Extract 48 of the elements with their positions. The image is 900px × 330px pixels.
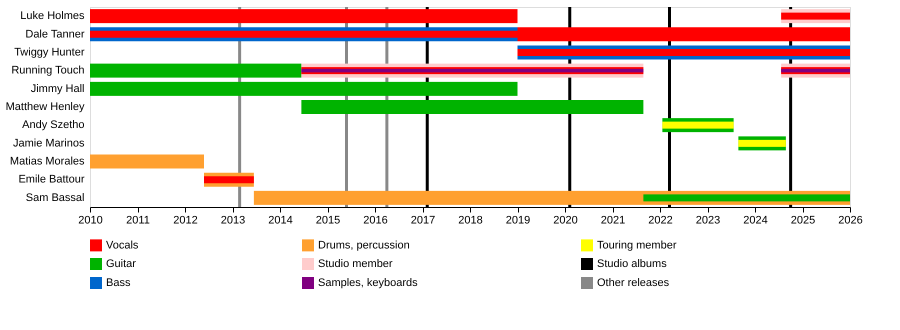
y-tick-label: Twiggy Hunter [14, 46, 85, 58]
bar [204, 176, 254, 184]
x-tick-label: 2016 [363, 214, 388, 226]
bar [662, 122, 734, 129]
x-tick-label: 2018 [458, 214, 483, 226]
x-tick-label: 2013 [220, 214, 246, 226]
x-tick-label: 2023 [696, 214, 720, 226]
x-tick-label: 2026 [838, 214, 863, 226]
x-tick-label: 2025 [790, 214, 816, 226]
x-tick-label: 2017 [410, 214, 436, 226]
y-tick-label: Andy Szetho [22, 119, 84, 132]
legend-label: Studio member [318, 258, 393, 270]
x-tick-label: 2024 [743, 214, 768, 226]
x-tick-label: 2021 [600, 214, 626, 226]
y-tick-label: Luke Holmes [20, 10, 85, 22]
bar [643, 194, 850, 202]
x-tick-label: 2010 [78, 214, 103, 226]
legend-label: Vocals [106, 239, 139, 252]
bar [301, 100, 644, 114]
x-tick-label: 2012 [173, 214, 198, 226]
legend-label: Other releases [597, 277, 670, 289]
y-tick-label: Sam Bassal [26, 192, 84, 204]
x-tick-label: 2015 [316, 214, 340, 226]
x-tick-label: 2011 [126, 214, 150, 226]
x-tick-label: 2022 [648, 214, 673, 226]
legend-label: Touring member [597, 239, 677, 252]
legend-label: Bass [106, 277, 131, 289]
y-tick-label: Running Touch [11, 64, 84, 77]
bar [90, 82, 518, 96]
y-tick-label: Jimmy Hall [30, 82, 84, 95]
bar [518, 48, 850, 56]
x-tick-label: 2019 [506, 214, 530, 226]
x-tick-label: 2014 [268, 214, 293, 226]
legend-label: Guitar [106, 258, 136, 270]
bar [90, 64, 302, 78]
x-tick-label: 2020 [553, 214, 578, 226]
y-tick-label: Jamie Marinos [12, 137, 85, 150]
bar [90, 9, 518, 24]
legend-label: Samples, keyboards [318, 277, 418, 289]
legend-label: Studio albums [597, 258, 668, 270]
y-tick-label: Matias Morales [10, 156, 85, 168]
y-tick-label: Matthew Henley [6, 101, 85, 113]
bar [738, 140, 786, 147]
bar [781, 12, 850, 20]
bar [90, 154, 204, 169]
legend-label: Drums, percussion [318, 239, 410, 252]
y-tick-label: Emile Battour [18, 174, 85, 186]
y-tick-label: Dale Tanner [25, 28, 85, 40]
